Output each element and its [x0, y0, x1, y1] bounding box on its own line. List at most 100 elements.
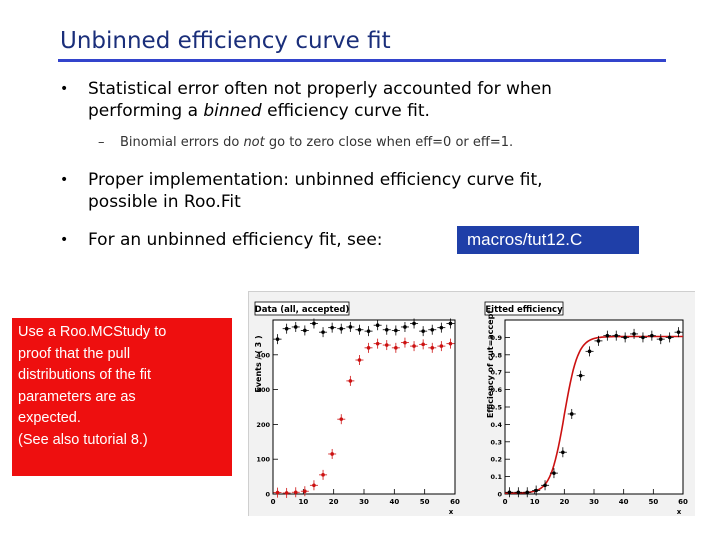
y-tick-label: 300 [256, 386, 270, 394]
plot-title: Data (all, accepted) [255, 305, 350, 315]
data-point [614, 333, 619, 338]
bullet-dot: • [60, 81, 69, 97]
y-tick-label: 0.2 [490, 456, 502, 464]
data-point [375, 341, 380, 346]
y-axis-label: Efficiency of cut=accept [486, 310, 495, 418]
x-tick-label: 10 [298, 498, 308, 506]
data-point [357, 327, 362, 332]
x-tick-label: 20 [329, 498, 339, 506]
x-tick-label: 30 [359, 498, 369, 506]
data-point [525, 490, 530, 495]
y-tick-label: 0.8 [490, 351, 502, 359]
macro-filename-box: macros/tut12.C [457, 226, 639, 254]
data-point [339, 417, 344, 421]
roomcstudy-note: Use a Roo.MCStudy to proof that the pull… [12, 318, 232, 476]
x-tick-label: 30 [589, 498, 599, 506]
data-point [284, 326, 289, 331]
data-point [293, 490, 298, 495]
y-axis-label: Events / ( 3 ) [254, 335, 263, 392]
plot-frame [272, 319, 456, 495]
plot-title-box [254, 301, 350, 316]
x-tick-label: 60 [450, 498, 460, 506]
slide-title: Unbinned efficiency curve fit [60, 28, 391, 54]
data-point [552, 471, 556, 475]
data-point [375, 323, 380, 328]
data-point [448, 341, 453, 346]
data-point [578, 373, 583, 378]
data-point [384, 343, 389, 347]
y-tick-label: 0.5 [490, 404, 502, 412]
data-point [339, 326, 344, 331]
data-point [321, 473, 325, 477]
data-point [516, 490, 521, 495]
bullet-2: • Proper implementation: unbinned effici… [60, 169, 543, 213]
data-point [312, 483, 316, 488]
sub-bullet: – Binomial errors do not go to zero clos… [98, 135, 514, 150]
data-point [366, 329, 371, 333]
bullet-2-line-1: Proper implementation: unbinned efficien… [88, 170, 543, 190]
y-tick-label: 0 [265, 491, 270, 499]
data-point [394, 328, 398, 333]
bullet-2-line-2: possible in Roo.Fit [88, 192, 241, 212]
data-point [348, 379, 353, 383]
data-point [421, 342, 425, 347]
y-tick-label: 0 [497, 491, 502, 499]
data-point [303, 489, 307, 494]
title-underline [58, 59, 666, 62]
data-point [403, 340, 407, 345]
data-point [430, 346, 435, 350]
x-tick-label: 50 [648, 498, 658, 506]
data-point [275, 490, 280, 495]
x-axis-label: x [677, 508, 682, 516]
data-point [412, 344, 416, 348]
data-point [605, 333, 610, 338]
x-tick-label: 0 [271, 498, 276, 506]
y-tick-label: 100 [256, 456, 270, 464]
x-tick-label: 40 [619, 498, 629, 506]
x-axis-label: x [449, 508, 454, 516]
bullet-1: • Statistical error often not properly a… [60, 78, 552, 122]
data-point [293, 325, 298, 329]
y-tick-label: 0.1 [490, 473, 502, 481]
data-point [312, 321, 316, 326]
data-point [421, 329, 425, 333]
x-tick-label: 60 [678, 498, 688, 506]
plot-frame [504, 319, 684, 495]
y-tick-label: 0.6 [490, 386, 502, 394]
data-point [507, 490, 512, 495]
data-point [321, 330, 325, 334]
bullet-dot: • [60, 172, 69, 188]
y-tick-label: 200 [256, 421, 270, 429]
sub-bullet-dash: – [98, 135, 105, 150]
data-point [284, 491, 289, 495]
data-point [275, 337, 280, 341]
plot-title-box [484, 301, 564, 316]
y-tick-label: 0.7 [490, 369, 502, 377]
x-tick-label: 40 [389, 498, 399, 506]
data-point [543, 483, 547, 488]
data-point [667, 335, 672, 340]
y-tick-label: 0.3 [490, 438, 502, 446]
data-point [596, 339, 601, 343]
data-point [430, 327, 435, 332]
x-tick-label: 20 [559, 498, 569, 506]
y-tick-label: 400 [256, 351, 270, 359]
data-point [439, 344, 444, 348]
data-point [403, 325, 407, 329]
x-tick-label: 0 [503, 498, 508, 506]
data-point [623, 335, 627, 340]
data-point [641, 335, 645, 340]
data-point [412, 321, 416, 326]
data-point [561, 450, 565, 455]
x-tick-label: 50 [420, 498, 430, 506]
data-point [394, 346, 398, 350]
x-tick-label: 10 [530, 498, 540, 506]
data-point [658, 337, 663, 341]
data-point [448, 321, 453, 326]
plots-panel: Data (all, accepted) Events / ( 3 ) x 0 10 20… [248, 291, 695, 516]
data-point [384, 327, 389, 332]
data-point [587, 349, 592, 354]
y-tick-label: 0.9 [490, 334, 502, 342]
bullet-1-line-2: performing a binned efficiency curve fit… [88, 101, 430, 121]
data-point [632, 332, 636, 336]
